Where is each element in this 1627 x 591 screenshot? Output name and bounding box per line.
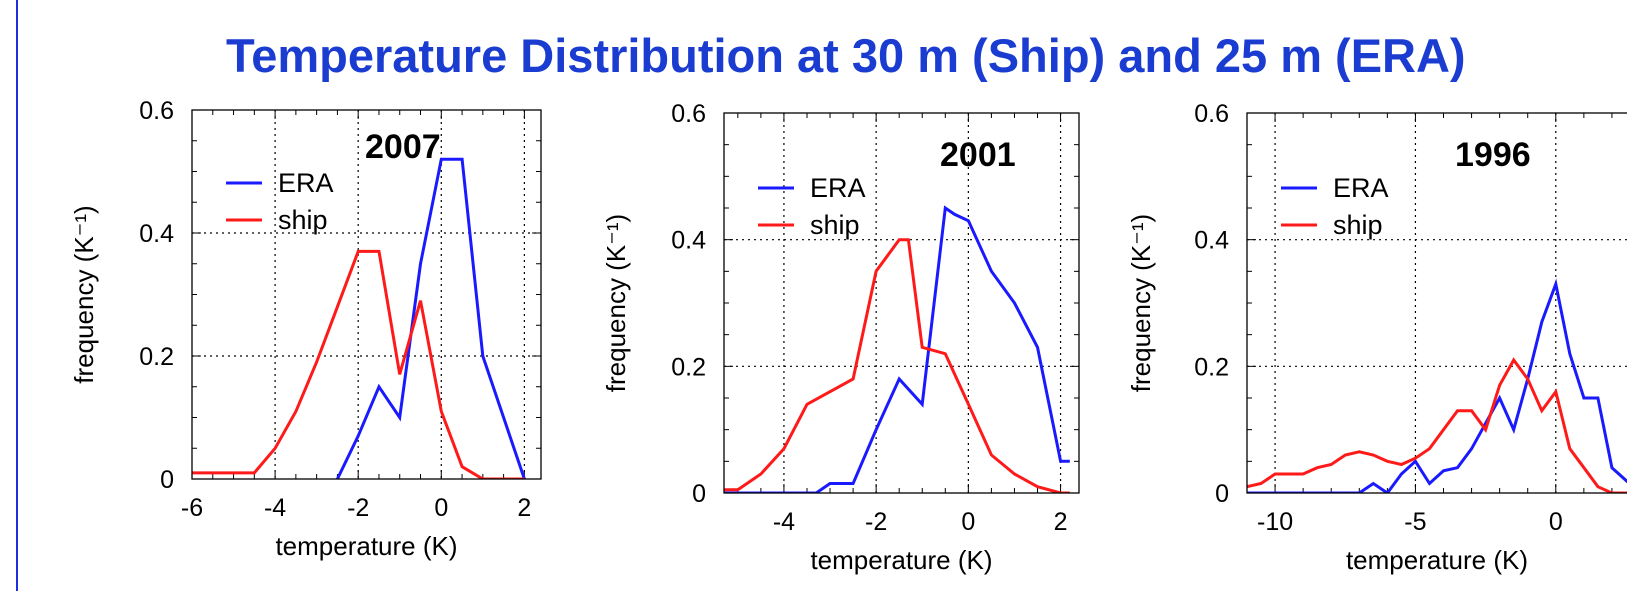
series-line-era [1247, 278, 1627, 493]
series-line-era [336, 157, 526, 479]
chart-panel-3: -10 -5 0 0 0.2 0.4 0.6 temperature (K) frequency… [1126, 100, 1627, 575]
legend-label-ship: ship [1333, 210, 1383, 240]
legend-label-ship: ship [810, 210, 860, 240]
y-tick-label: 0.6 [1194, 100, 1229, 128]
plot-frame [1246, 112, 1627, 494]
y-tick-label: 0 [160, 466, 174, 494]
legend-label-era: ERA [278, 168, 334, 198]
y-tick-label: 0.4 [671, 227, 706, 255]
y-tick-label: 0.4 [1194, 227, 1229, 255]
legend-label-era: ERA [1333, 173, 1389, 203]
x-axis-label: temperature (K) [810, 545, 992, 575]
x-tick-label: 2 [517, 494, 531, 522]
x-tick-label: -2 [865, 508, 887, 536]
x-tick-label: -6 [181, 494, 203, 522]
chart-panel-1: -6 -4 -2 0 2 0 0.2 0.4 0.6 temperature (K) frequen… [69, 97, 542, 561]
left-border-rule [16, 0, 18, 591]
y-tick-label: 0.6 [671, 100, 706, 128]
x-tick-label: 0 [434, 494, 448, 522]
y-tick-label: 0.6 [139, 97, 174, 125]
page-title: Temperature Distribution at 30 m (Ship) … [226, 29, 1466, 82]
legend-label-era: ERA [810, 173, 866, 203]
series-line-ship [192, 249, 525, 479]
series-group [192, 157, 526, 479]
y-axis-label: frequency (K⁻¹) [1126, 214, 1156, 392]
x-tick-label: 2 [1054, 508, 1068, 536]
legend-label-ship: ship [278, 205, 328, 235]
x-axis-label: temperature (K) [275, 531, 457, 561]
plot-frame [723, 112, 1080, 494]
x-tick-label: -5 [1404, 508, 1426, 536]
series-group [724, 205, 1070, 493]
y-axis-label: frequency (K⁻¹) [601, 214, 631, 392]
x-tick-label: -4 [773, 508, 795, 536]
series-line-ship [724, 238, 1070, 493]
year-annotation: 1996 [1455, 136, 1531, 174]
y-axis-label: frequency (K⁻¹) [69, 205, 99, 383]
y-tick-label: 0.2 [1194, 353, 1229, 381]
x-tick-label: -4 [264, 494, 286, 522]
y-tick-label: 0.4 [139, 220, 174, 248]
y-tick-label: 0 [692, 480, 706, 508]
series-line-era [724, 205, 1070, 493]
year-annotation: 2001 [940, 136, 1016, 174]
y-tick-label: 0.2 [139, 343, 174, 371]
x-tick-label: -10 [1257, 508, 1293, 536]
y-tick-label: 0.2 [671, 353, 706, 381]
x-tick-label: 0 [1549, 508, 1563, 536]
series-line-ship [1247, 357, 1627, 493]
y-tick-label: 0 [1215, 480, 1229, 508]
plot-frame [191, 109, 542, 480]
chart-panel-2: -4 -2 0 2 0 0.2 0.4 0.6 temperature (K) frequency… [601, 100, 1080, 575]
series-group [1247, 278, 1627, 493]
x-axis-label: temperature (K) [1346, 545, 1528, 575]
x-tick-label: 0 [961, 508, 975, 536]
year-annotation: 2007 [365, 128, 441, 166]
x-tick-label: -2 [347, 494, 369, 522]
